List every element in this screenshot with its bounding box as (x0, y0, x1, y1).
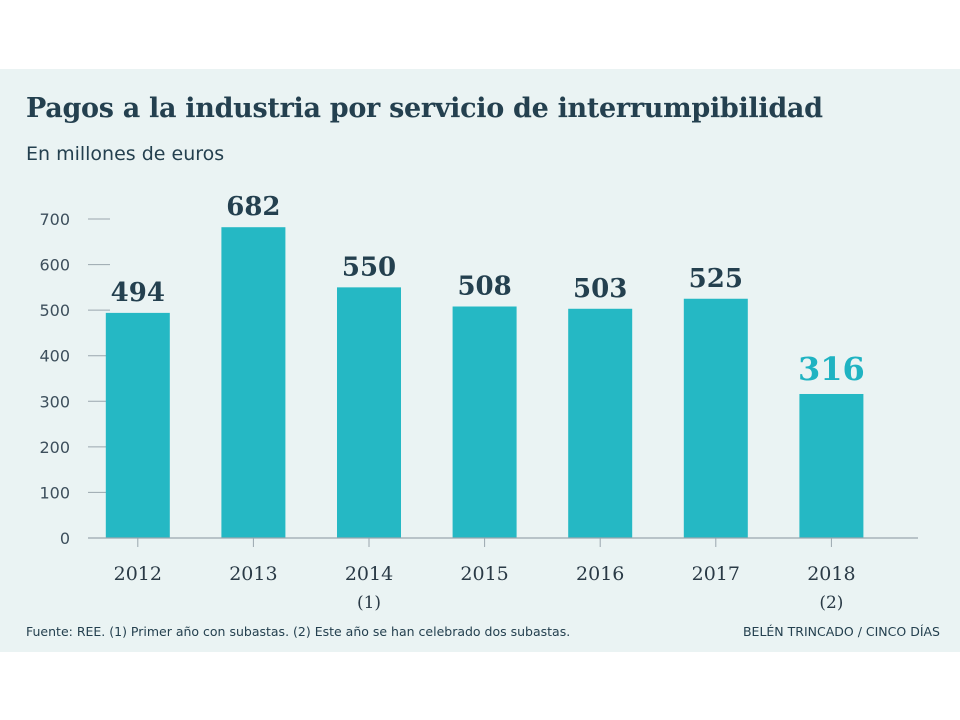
y-tick-label: 500 (39, 301, 70, 320)
x-tick-label: 2016 (576, 563, 624, 585)
bar (568, 308, 633, 538)
y-tick-label: 400 (39, 347, 70, 366)
x-tick-label: 2017 (692, 563, 740, 585)
bar (105, 312, 170, 538)
x-tick-note: (2) (819, 593, 843, 613)
chart-subtitle: En millones de euros (26, 143, 225, 165)
data-label: 508 (457, 271, 511, 301)
bar (683, 298, 748, 538)
y-tick-label: 700 (39, 210, 70, 229)
data-label: 550 (342, 252, 396, 282)
bars: 494 682 550 508 503 525 316 (105, 192, 865, 538)
data-label: 503 (573, 274, 627, 304)
y-tick-label: 0 (60, 529, 70, 548)
x-tick-label: 2014 (345, 563, 393, 585)
credit: BELÉN TRINCADO / CINCO DÍAS (742, 624, 940, 639)
x-axis: 2012 2013 2014 (1) 2015 2016 2017 2018 (2) (88, 537, 918, 613)
data-label: 682 (226, 192, 280, 222)
y-tick-label: 300 (39, 392, 70, 411)
source-note: Fuente: REE. (1) Primer año con subastas… (26, 624, 571, 639)
x-tick-label: 2012 (114, 563, 162, 585)
bar (799, 393, 864, 538)
x-tick-label: 2018 (807, 563, 855, 585)
y-tick-label: 200 (39, 438, 70, 457)
x-tick-label: 2015 (460, 563, 508, 585)
x-tick-note: (1) (357, 593, 381, 613)
bar (452, 306, 517, 538)
bar (337, 287, 401, 538)
y-axis: 0 100 200 300 400 500 600 700 (39, 210, 110, 548)
y-tick-label: 600 (39, 256, 70, 275)
data-label: 316 (798, 350, 865, 388)
x-tick-label: 2013 (229, 563, 277, 585)
data-label: 525 (689, 264, 743, 294)
data-label: 494 (111, 278, 165, 308)
bar (221, 227, 286, 538)
y-tick-label: 100 (39, 483, 70, 502)
chart-title: Pagos a la industria por servicio de int… (26, 93, 823, 124)
